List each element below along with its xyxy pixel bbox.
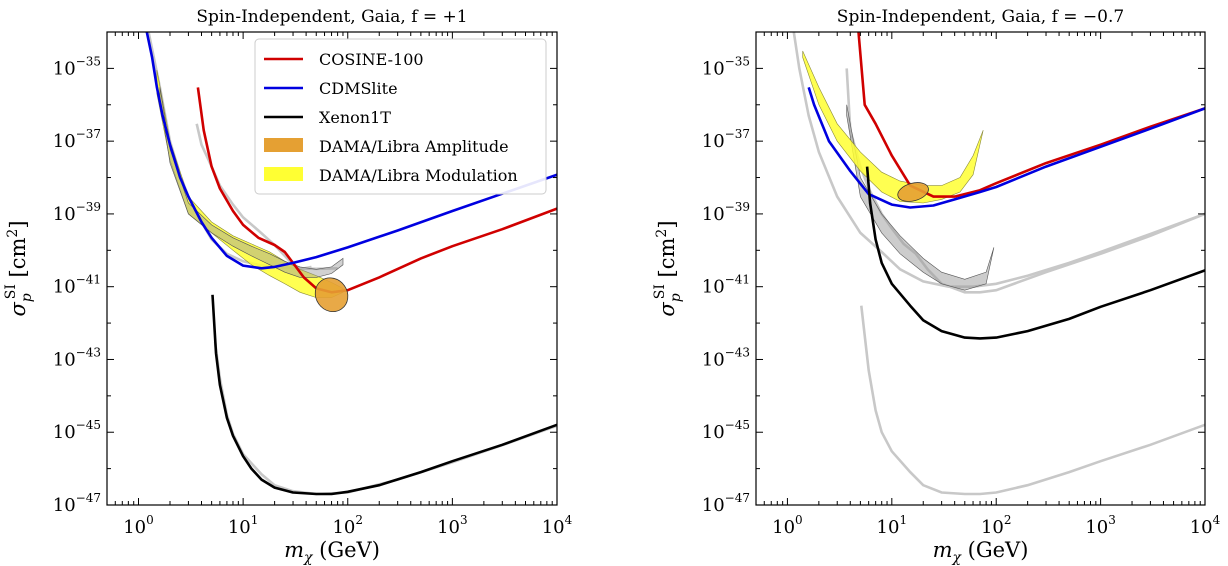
- y-tick-label: 10−39: [53, 200, 101, 225]
- x-tick-label: 100: [123, 513, 154, 538]
- x-tick-label: 104: [1190, 513, 1221, 538]
- reference-curve-2: [860, 305, 1205, 496]
- y-tick-label: 10−47: [702, 491, 750, 516]
- legend-label-xenon1t: Xenon1T: [319, 108, 391, 127]
- series-line-cdmslite: [807, 87, 1205, 209]
- y-tick-label: 10−45: [53, 418, 101, 443]
- legend: COSINE-100 CDMSlite Xenon1T DAMA/Libra Ampl…: [254, 38, 547, 195]
- legend-label-dama-libra-amplitude: DAMA/Libra Amplitude: [319, 137, 509, 156]
- x-tick-label: 103: [437, 513, 468, 538]
- legend-label-dama-libra-modulation: DAMA/Libra Modulation: [319, 166, 518, 185]
- x-axis-label: mχ (GeV): [933, 538, 1029, 566]
- gaia-modulation-region: [846, 104, 995, 291]
- series-line-xenon1t: [211, 294, 557, 496]
- x-tick-label: 101: [228, 513, 259, 538]
- y-tick-label: 10−35: [53, 54, 101, 79]
- dama-amplitude-region: [897, 182, 929, 202]
- y-axis-label: σpSI [cm2]: [652, 220, 684, 316]
- axis-ticks: [106, 31, 558, 506]
- chart-panel-left: Spin-Independent, Gaia, f = +1 100 101 102 1…: [3, 7, 573, 566]
- y-tick-label: 10−35: [702, 54, 750, 79]
- x-tick-label: 102: [981, 513, 1012, 538]
- dama-modulation-region: [802, 50, 984, 204]
- chart-panel-right: Spin-Independent, Gaia, f = −0.7 100 101 10…: [652, 7, 1221, 566]
- x-axis-label: mχ (GeV): [284, 538, 380, 566]
- series-line-cdmslite: [145, 32, 557, 270]
- y-tick-label: 10−39: [702, 200, 750, 225]
- legend-swatch-dama-libra-modulation: [264, 167, 303, 181]
- gaia-modulation-region: [159, 87, 344, 278]
- reference-curve-2: [213, 341, 557, 496]
- y-tick-label: 10−47: [53, 491, 101, 516]
- legend-label-cdmslite: CDMSlite: [319, 79, 398, 98]
- reference-curve-0: [792, 32, 1205, 288]
- y-tick-label: 10−41: [53, 273, 101, 298]
- x-tick-label: 104: [542, 513, 573, 538]
- chart-title: Spin-Independent, Gaia, f = +1: [196, 7, 467, 27]
- plot-area: [145, 32, 557, 496]
- chart-title: Spin-Independent, Gaia, f = −0.7: [837, 7, 1124, 27]
- x-tick-label: 103: [1085, 513, 1116, 538]
- y-tick-label: 10−43: [702, 345, 750, 370]
- x-tick-label: 100: [772, 513, 803, 538]
- plot-area: [792, 32, 1205, 496]
- dama-amplitude-region: [314, 277, 349, 313]
- series-line-xenon1t: [865, 166, 1205, 340]
- x-tick-label: 102: [332, 513, 363, 538]
- series-line-cosine-100: [857, 32, 1205, 198]
- legend-swatch-dama-libra-amplitude: [264, 138, 303, 152]
- y-axis-label: σpSI [cm2]: [3, 220, 35, 316]
- y-tick-label: 10−45: [702, 418, 750, 443]
- legend-frame: [254, 38, 547, 195]
- x-tick-label: 101: [877, 513, 908, 538]
- y-tick-label: 10−37: [53, 127, 101, 152]
- legend-label-cosine-100: COSINE-100: [319, 50, 424, 69]
- y-tick-label: 10−37: [702, 127, 750, 152]
- axis-ticks: [755, 31, 1206, 506]
- y-tick-label: 10−41: [702, 273, 750, 298]
- reference-curve-1: [845, 68, 1205, 294]
- y-tick-label: 10−43: [53, 345, 101, 370]
